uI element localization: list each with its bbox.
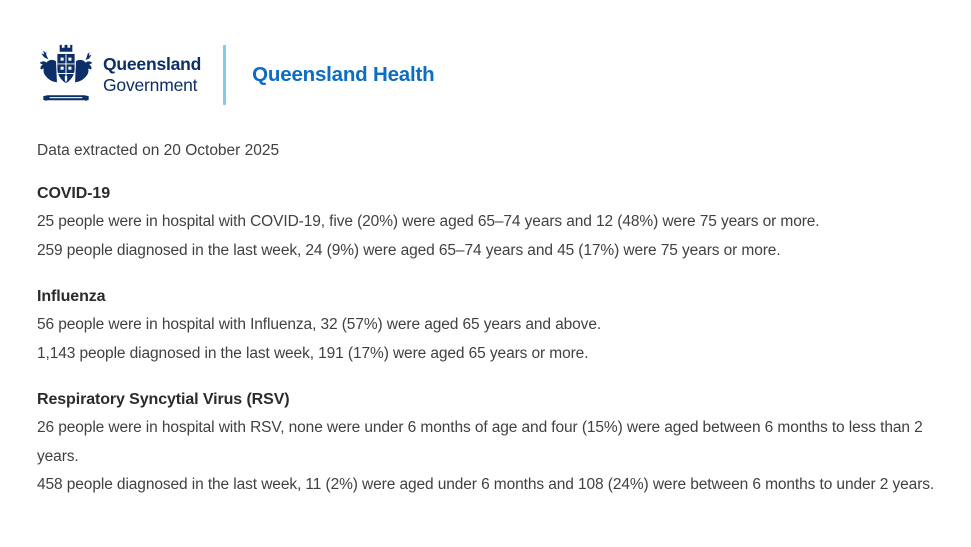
queensland-government-wordmark: Queensland Government (103, 54, 201, 96)
covid19-hospital-stat: 25 people were in hospital with COVID-19… (37, 213, 820, 230)
site-header: Queensland Government Queensland Health (37, 40, 935, 110)
influenza-diagnosed-stat: 1,143 people diagnosed in the last week,… (37, 344, 589, 362)
wordmark-line1: Queensland (103, 54, 202, 74)
queensland-government-logo-link[interactable]: Queensland Government (37, 39, 201, 112)
section-covid19: COVID-19 25 people were in hospital with… (37, 180, 935, 265)
rsv-diagnosed-stat: 458 people diagnosed in the last week, 1… (37, 476, 935, 493)
report-content: Data extracted on 20 October 2025 COVID-… (37, 137, 935, 500)
wordmark-line2: Government (103, 75, 198, 95)
section-heading-rsv: Respiratory Syncytial Virus (RSV) (37, 391, 290, 408)
data-extraction-note: Data extracted on 20 October 2025 (37, 142, 280, 159)
section-heading-covid19: COVID-19 (37, 185, 110, 202)
section-influenza: Influenza 56 people were in hospital wit… (37, 283, 935, 368)
header-divider (223, 45, 227, 105)
site-title-queensland-health[interactable]: Queensland Health (252, 63, 435, 86)
section-rsv: Respiratory Syncytial Virus (RSV) 26 peo… (37, 386, 935, 500)
section-heading-influenza: Influenza (37, 288, 106, 305)
covid19-diagnosed-stat: 259 people diagnosed in the last week, 2… (37, 241, 781, 259)
queensland-coat-of-arms-icon (37, 39, 95, 112)
influenza-hospital-stat: 56 people were in hospital with Influenz… (37, 316, 602, 333)
rsv-hospital-stat: 26 people were in hospital with RSV, non… (37, 419, 923, 465)
